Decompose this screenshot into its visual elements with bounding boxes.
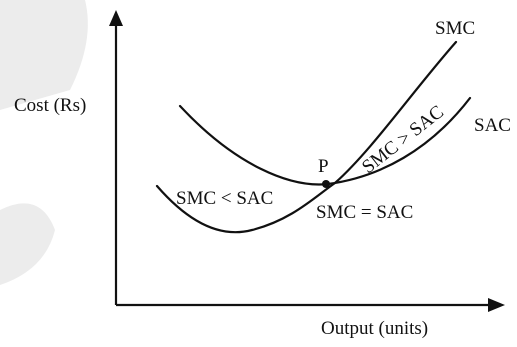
x-axis-label: Output (units) (321, 318, 428, 339)
point-P-label: P (318, 156, 329, 177)
smc-series-label: SMC (435, 18, 475, 39)
smc-less-than-sac-label: SMC < SAC (176, 188, 273, 209)
watermark-shape (0, 0, 88, 110)
smc-curve (155, 40, 458, 234)
sac-series-label: SAC (474, 115, 511, 136)
y-axis-arrow (109, 10, 123, 26)
smc-greater-than-sac-label: SMC > SAC (358, 101, 448, 177)
y-axis-label: Cost (Rs) (14, 95, 86, 116)
x-axis-arrow (488, 298, 505, 312)
smc-equals-sac-label: SMC = SAC (316, 202, 413, 223)
point-P-marker (322, 180, 330, 188)
watermark-shape (0, 203, 55, 285)
